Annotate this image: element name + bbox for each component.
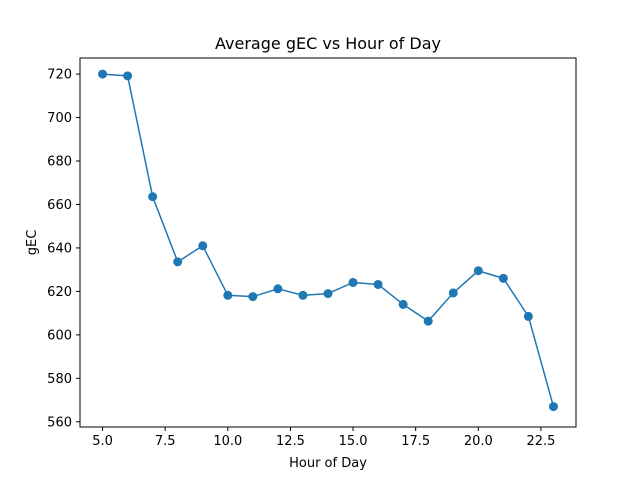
x-tick-label: 5.0: [92, 434, 113, 449]
x-axis: 5.0 7.5 10.0 12.5 15.0 17.5 20.0 22.5: [92, 427, 555, 449]
data-point: [423, 316, 433, 326]
data-point: [348, 277, 358, 287]
data-point: [448, 288, 458, 298]
plot-frame: [79, 57, 577, 428]
x-tick-label: 10.0: [213, 434, 242, 449]
y-axis: 560 580 600 620 640 660 680 700 720: [47, 68, 80, 430]
y-tick-label: 600: [47, 328, 72, 343]
data-point: [373, 279, 383, 289]
data-point: [98, 69, 108, 79]
y-tick-label: 640: [47, 241, 72, 256]
x-tick-label: 12.5: [276, 434, 305, 449]
data-point: [273, 284, 283, 294]
x-tick-label: 15.0: [339, 434, 368, 449]
y-tick-label: 680: [47, 155, 72, 170]
plot-area: [98, 69, 558, 412]
data-point: [198, 241, 208, 251]
data-point: [173, 257, 183, 267]
data-point: [148, 192, 158, 202]
data-point: [223, 290, 233, 300]
data-point: [123, 71, 133, 81]
x-axis-label: Hour of Day: [289, 456, 367, 471]
data-point: [473, 266, 483, 276]
series-line: [102, 73, 555, 407]
data-point: [498, 273, 508, 283]
y-tick-label: 580: [47, 372, 72, 387]
chart-title: Average gEC vs Hour of Day: [215, 34, 441, 53]
y-tick-label: 700: [47, 111, 72, 126]
data-point: [398, 299, 408, 309]
y-tick-label: 660: [47, 198, 72, 213]
data-point: [548, 402, 558, 412]
data-point: [523, 311, 533, 321]
x-tick-label: 7.5: [155, 434, 176, 449]
x-tick-label: 20.0: [464, 434, 493, 449]
data-point: [248, 292, 258, 302]
y-axis-label: gEC: [25, 230, 40, 256]
data-point: [323, 289, 333, 299]
y-tick-label: 720: [47, 68, 72, 83]
y-tick-label: 560: [47, 415, 72, 430]
data-point: [298, 290, 308, 300]
x-tick-label: 22.5: [526, 434, 555, 449]
x-tick-label: 17.5: [401, 434, 430, 449]
y-tick-label: 620: [47, 285, 72, 300]
